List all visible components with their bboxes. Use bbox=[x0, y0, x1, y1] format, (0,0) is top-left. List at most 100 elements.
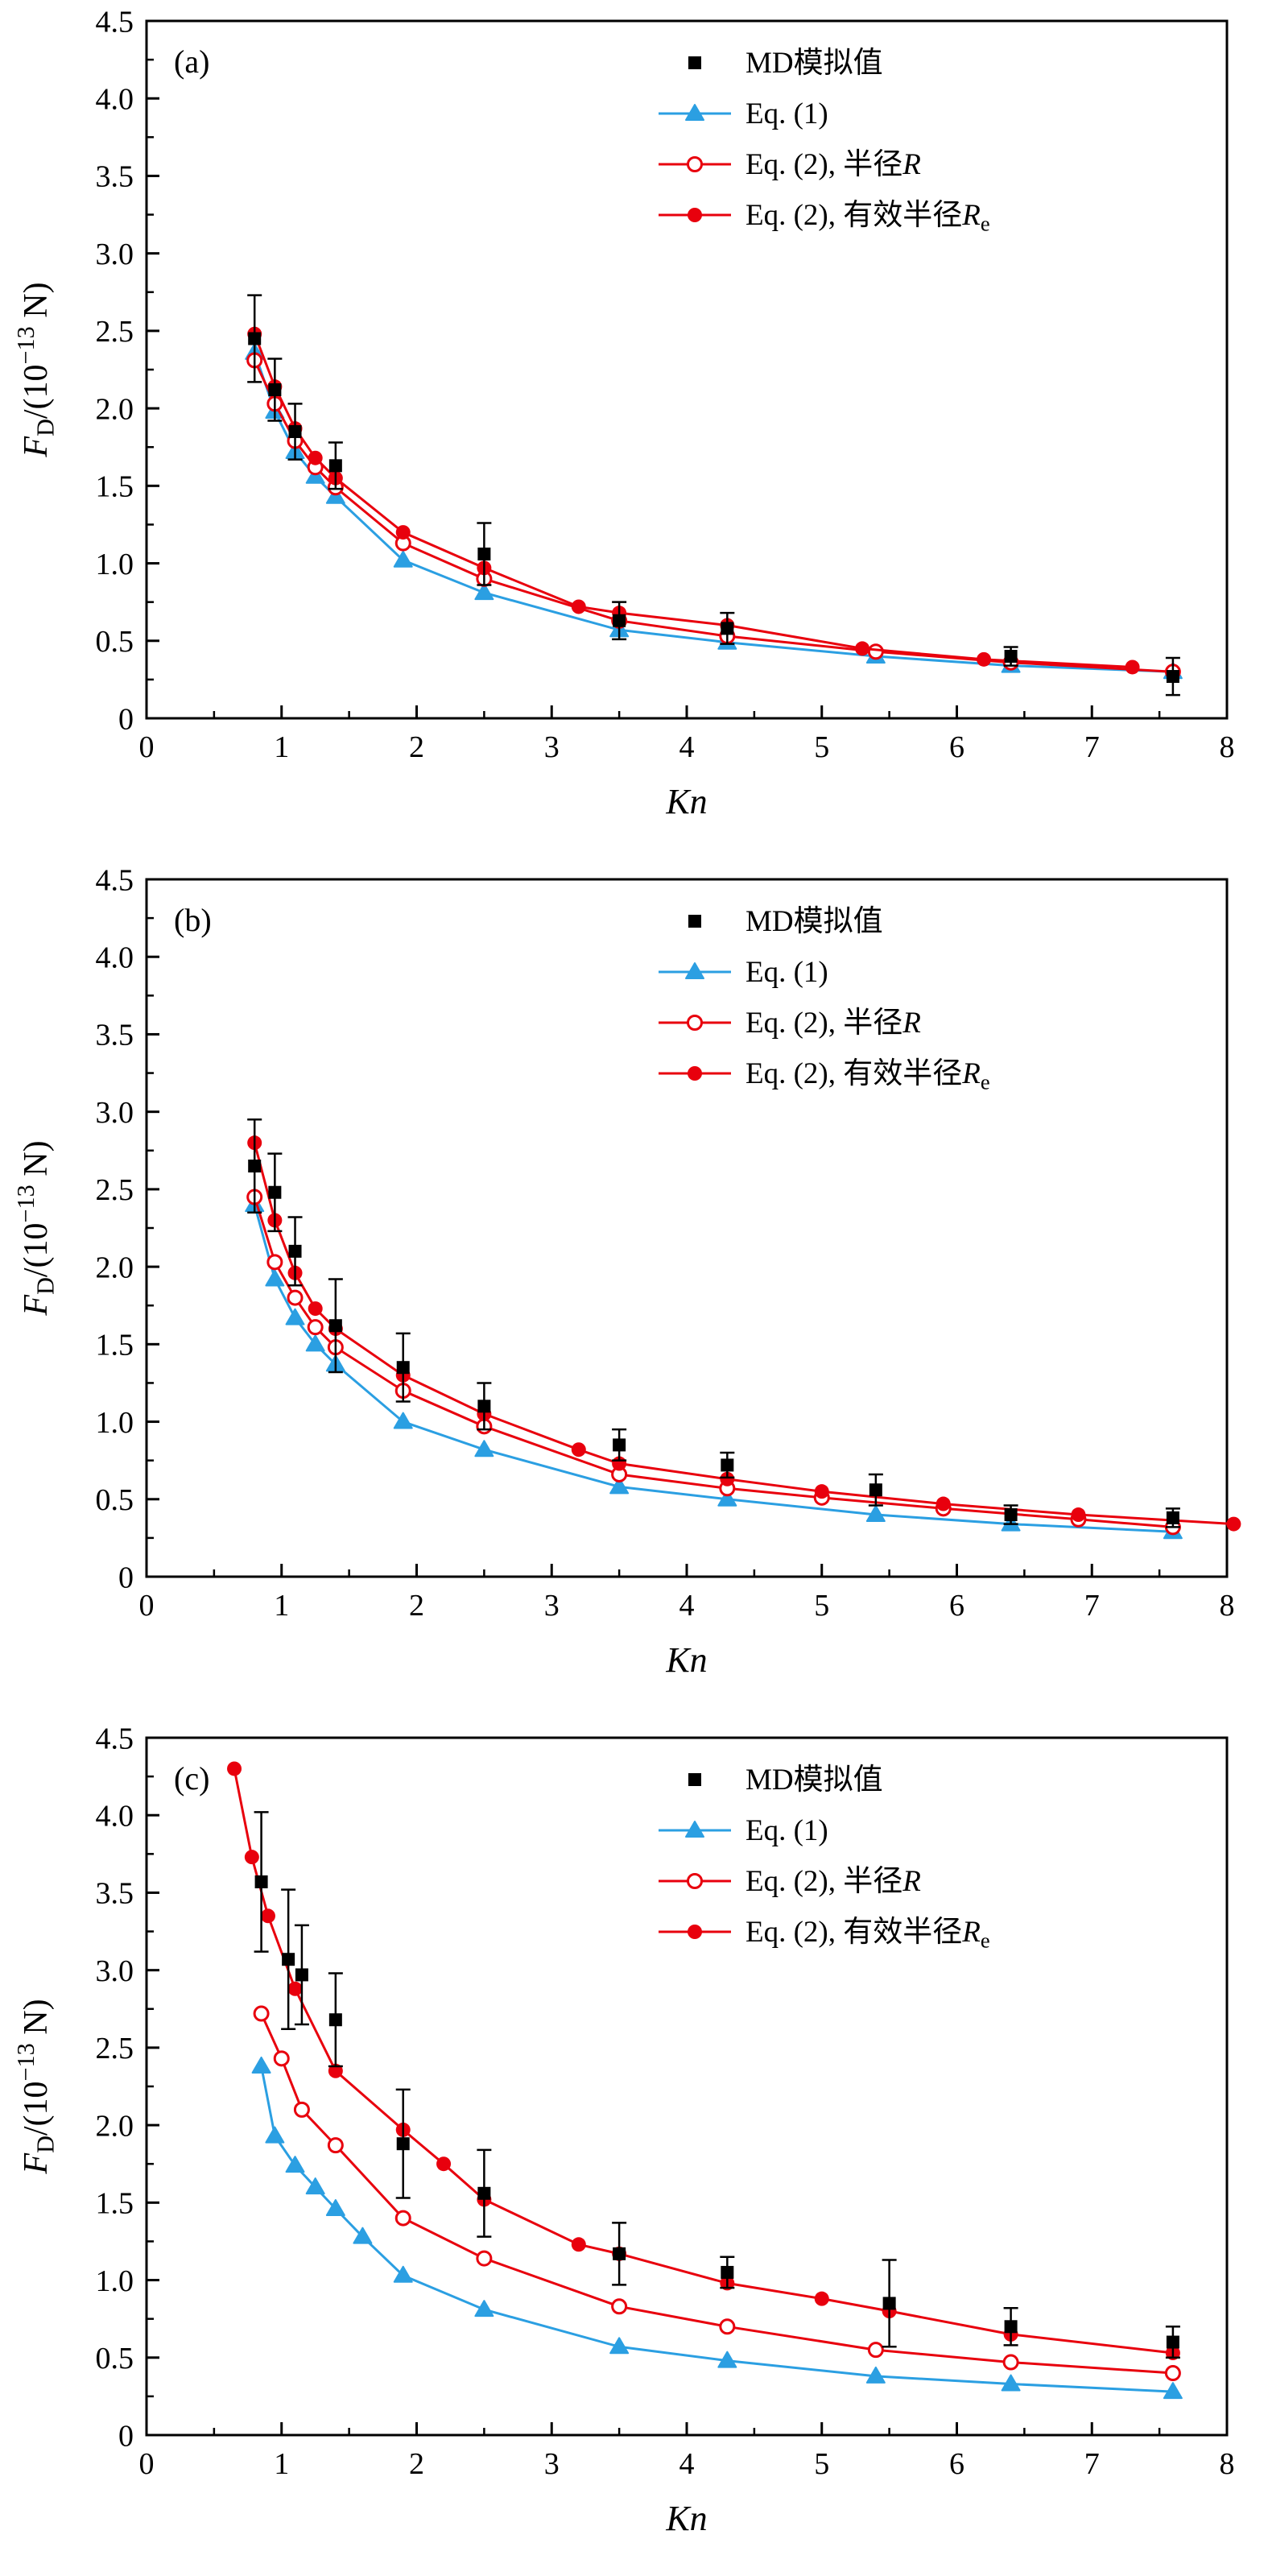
triangle-marker bbox=[609, 2337, 630, 2355]
filled-circle-marker bbox=[287, 1981, 303, 1996]
filled-circle-marker bbox=[571, 599, 586, 614]
series-line bbox=[233, 1768, 1174, 2355]
triangle-marker bbox=[393, 1412, 413, 1429]
filled-circle-marker bbox=[227, 1761, 242, 1776]
x-tick-label: 7 bbox=[1084, 1589, 1100, 1623]
triangle-marker bbox=[305, 1334, 325, 1352]
filled-circle-marker bbox=[688, 208, 702, 222]
y-tick-label: 0.5 bbox=[96, 2342, 134, 2375]
square-marker bbox=[477, 1400, 491, 1413]
filled-circle-marker bbox=[308, 1301, 323, 1317]
triangle-marker bbox=[1163, 2382, 1183, 2400]
open-circle-marker bbox=[394, 2210, 411, 2227]
x-tick-label: 8 bbox=[1220, 730, 1235, 764]
chart-panel-a: 0 1 2 3 4 5 6 7 8 0 0.5 1.0 1.5 2.0 2.5 3.0 3.5 4.0 4.5 Kn F… bbox=[0, 0, 1268, 858]
filled-circle-marker bbox=[855, 641, 870, 656]
x-tick-label: 4 bbox=[679, 730, 695, 764]
legend-label: Eq. (2), 半径R bbox=[746, 1006, 921, 1040]
legend-entry-eq2re: Eq. (2), 有效半径Re bbox=[659, 1915, 990, 1952]
square-marker bbox=[248, 332, 262, 345]
filled-circle-marker bbox=[936, 1496, 951, 1511]
legend: MD模拟值 Eq. (1) Eq. (2), 半径R Eq. (2), 有效半径Re bbox=[659, 904, 990, 1094]
square-marker bbox=[288, 1244, 302, 1258]
filled-circle-marker bbox=[814, 1484, 829, 1499]
square-marker bbox=[248, 1160, 262, 1173]
triangle-marker bbox=[265, 2126, 285, 2144]
chart-c-svg: 0 1 2 3 4 5 6 7 8 0 0.5 1.0 1.5 2.0 2.5 3.0 3.5 4.0 4.5 Kn F… bbox=[12, 1722, 1235, 2538]
legend-entry-eq2r: Eq. (2), 半径R bbox=[659, 1864, 921, 1898]
y-axis-label: FD/(10−13 N) bbox=[12, 1140, 59, 1316]
series-eq2r bbox=[253, 2005, 1181, 2382]
filled-circle-marker bbox=[260, 1908, 275, 1924]
square-marker bbox=[396, 2137, 410, 2151]
x-tick-label: 5 bbox=[814, 730, 829, 764]
y-tick-label: 4.0 bbox=[96, 1800, 134, 1834]
filled-circle-marker bbox=[436, 2156, 452, 2172]
legend-entry-eq1: Eq. (1) bbox=[659, 1814, 828, 1847]
x-axis: 0 1 2 3 4 5 6 7 8 bbox=[139, 2422, 1235, 2481]
y-tick-label: 2.0 bbox=[96, 1251, 134, 1284]
series-line bbox=[260, 2065, 1173, 2393]
series-line bbox=[260, 2012, 1173, 2375]
open-circle-marker bbox=[687, 156, 703, 172]
x-tick-label: 6 bbox=[949, 2447, 964, 2481]
plot-border bbox=[145, 19, 1229, 720]
legend: MD模拟值 Eq. (1) Eq. (2), 半径R Eq. (2), 有效半径Re bbox=[659, 1763, 990, 1952]
panel-label: (a) bbox=[174, 43, 209, 80]
filled-circle-marker bbox=[720, 1471, 735, 1486]
open-circle-marker bbox=[611, 2298, 628, 2315]
triangle-marker bbox=[865, 2366, 886, 2384]
triangle-marker bbox=[305, 466, 325, 484]
x-tick-label: 2 bbox=[409, 730, 424, 764]
series-line bbox=[253, 1204, 1173, 1533]
square-marker bbox=[882, 2297, 896, 2310]
filled-circle-marker bbox=[244, 1850, 259, 1865]
y-tick-label: 3.0 bbox=[96, 1096, 134, 1130]
y-tick-label: 4.0 bbox=[96, 941, 134, 975]
triangle-marker bbox=[717, 2351, 737, 2368]
legend-entry-md: MD模拟值 bbox=[688, 46, 883, 80]
square-marker bbox=[288, 424, 302, 438]
legend-label: Eq. (1) bbox=[746, 956, 828, 989]
y-tick-label: 3.0 bbox=[96, 238, 134, 271]
y-tick-label: 3.5 bbox=[96, 1877, 134, 1911]
y-axis-label: FD/(10−13 N) bbox=[12, 282, 59, 457]
filled-circle-marker bbox=[814, 2291, 829, 2306]
filled-circle-marker bbox=[571, 2237, 586, 2252]
y-tick-label: 0 bbox=[118, 702, 134, 736]
square-marker bbox=[721, 2265, 734, 2279]
x-tick-label: 1 bbox=[274, 2447, 289, 2481]
filled-circle-marker bbox=[1226, 1516, 1241, 1532]
triangle-marker bbox=[393, 550, 413, 568]
y-tick-label: 0 bbox=[118, 2419, 134, 2453]
x-tick-label: 6 bbox=[949, 1589, 964, 1623]
y-axis: 0 0.5 1.0 1.5 2.0 2.5 3.0 3.5 4.0 4.5 bbox=[96, 1722, 159, 2453]
triangle-marker bbox=[305, 2177, 325, 2195]
legend-label: MD模拟值 bbox=[746, 46, 883, 80]
triangle-marker bbox=[325, 2199, 345, 2217]
x-tick-label: 3 bbox=[544, 1589, 560, 1623]
legend-label: Eq. (2), 半径R bbox=[746, 147, 921, 181]
y-axis: 0 0.5 1.0 1.5 2.0 2.5 3.0 3.5 4.0 4.5 bbox=[96, 863, 159, 1594]
x-tick-label: 0 bbox=[139, 730, 155, 764]
y-axis: 0 0.5 1.0 1.5 2.0 2.5 3.0 3.5 4.0 4.5 bbox=[96, 5, 159, 736]
x-tick-label: 0 bbox=[139, 2447, 155, 2481]
square-marker bbox=[1166, 1511, 1179, 1524]
y-tick-label: 2.0 bbox=[96, 2109, 134, 2143]
square-marker bbox=[688, 1773, 701, 1786]
y-tick-label: 4.5 bbox=[96, 5, 134, 39]
square-marker bbox=[721, 1458, 734, 1472]
triangle-marker bbox=[265, 1269, 285, 1287]
square-marker bbox=[254, 1875, 268, 1888]
legend-entry-eq2re: Eq. (2), 有效半径Re bbox=[659, 1056, 990, 1094]
square-marker bbox=[688, 56, 701, 69]
series-eq2r bbox=[246, 1189, 1181, 1536]
plot-border bbox=[145, 1736, 1229, 2437]
y-tick-label: 3.5 bbox=[96, 160, 134, 194]
chart-panel-b: 0 1 2 3 4 5 6 7 8 0 0.5 1.0 1.5 2.0 2.5 3.0 3.5 4.0 4.5 Kn F… bbox=[0, 858, 1268, 1717]
open-circle-marker bbox=[307, 1319, 324, 1336]
legend-entry-eq2r: Eq. (2), 半径R bbox=[659, 1006, 921, 1040]
square-marker bbox=[328, 2013, 342, 2027]
triangle-marker bbox=[609, 1477, 630, 1495]
y-tick-label: 1.0 bbox=[96, 1406, 134, 1440]
